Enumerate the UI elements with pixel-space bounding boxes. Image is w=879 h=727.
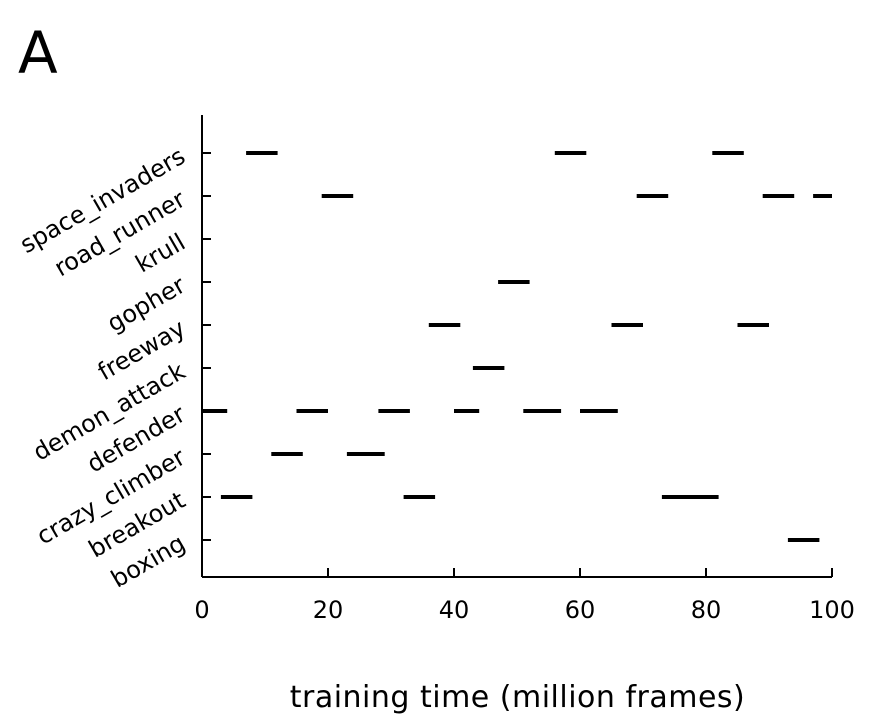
panel-label: A xyxy=(18,19,58,87)
x-tick-label: 100 xyxy=(809,596,855,624)
segments xyxy=(202,151,832,542)
x-tick-label: 0 xyxy=(194,596,209,624)
x-tick-label: 40 xyxy=(439,596,470,624)
x-ticks: 0 20 40 60 80 100 xyxy=(194,568,855,624)
x-tick-label: 60 xyxy=(565,596,596,624)
y-categories: space_invadersroad_runnerkrullgopherfree… xyxy=(15,142,211,593)
x-tick-label: 80 xyxy=(691,596,722,624)
x-axis-label: training time (million frames) xyxy=(289,680,746,715)
x-tick-label: 20 xyxy=(313,596,344,624)
axes xyxy=(201,115,832,578)
